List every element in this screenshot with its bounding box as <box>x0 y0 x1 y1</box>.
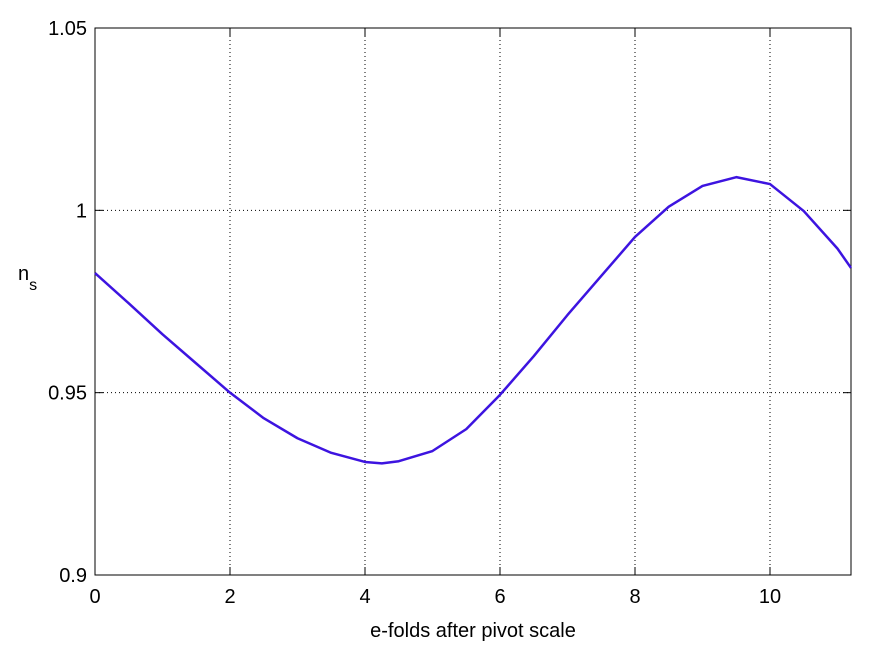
y-tick-label: 0.9 <box>59 565 87 587</box>
y-tick-label: 0.95 <box>48 383 87 405</box>
plot-frame <box>94 27 852 576</box>
y-tick-label: 1 <box>76 200 87 222</box>
x-tick-label: 2 <box>224 586 235 608</box>
y-axis-label: ns <box>18 263 37 294</box>
x-tick-label: 4 <box>359 586 370 608</box>
y-axis-label-base: n <box>18 263 29 285</box>
x-tick-label: 10 <box>759 586 781 608</box>
x-tick-label: 8 <box>629 586 640 608</box>
data-line <box>94 175 853 465</box>
x-tick-label: 0 <box>89 586 100 608</box>
x-tick-label: 6 <box>494 586 505 608</box>
y-tick-label: 1.05 <box>48 18 87 40</box>
x-axis-label: e-folds after pivot scale <box>370 620 576 642</box>
y-axis-label-subscript: s <box>29 277 37 294</box>
